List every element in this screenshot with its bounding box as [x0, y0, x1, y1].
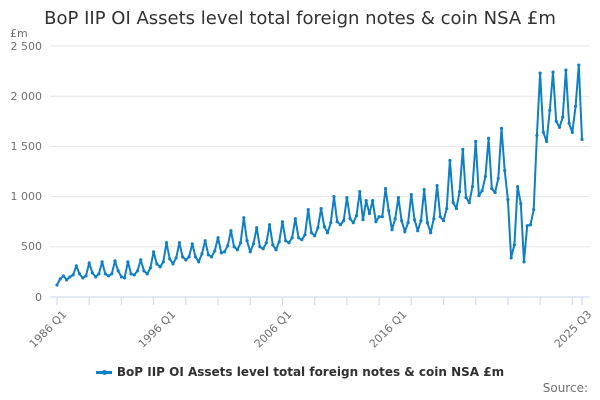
y-tick-1500: 1 500: [10, 140, 43, 153]
series-line[interactable]: [56, 64, 583, 286]
y-axis-unit: £m: [10, 27, 28, 40]
y-tick-500: 500: [21, 240, 42, 253]
legend-label: BoP IIP OI Assets level total foreign no…: [116, 365, 505, 379]
series-markers[interactable]: [55, 63, 584, 287]
y-tick-1000: 1 000: [10, 190, 43, 203]
gridlines: [50, 45, 590, 298]
y-tick-2500: 2 500: [10, 40, 43, 53]
legend-line-marker-icon: [95, 369, 112, 375]
source-label: Source:: [542, 381, 588, 395]
chart-title: BoP IIP OI Assets level total foreign no…: [44, 8, 556, 29]
y-tick-0: 0: [35, 291, 42, 304]
y-tick-2000: 2 000: [10, 90, 43, 103]
x-axis: [56, 297, 583, 305]
legend-item[interactable]: BoP IIP OI Assets level total foreign no…: [0, 365, 600, 379]
